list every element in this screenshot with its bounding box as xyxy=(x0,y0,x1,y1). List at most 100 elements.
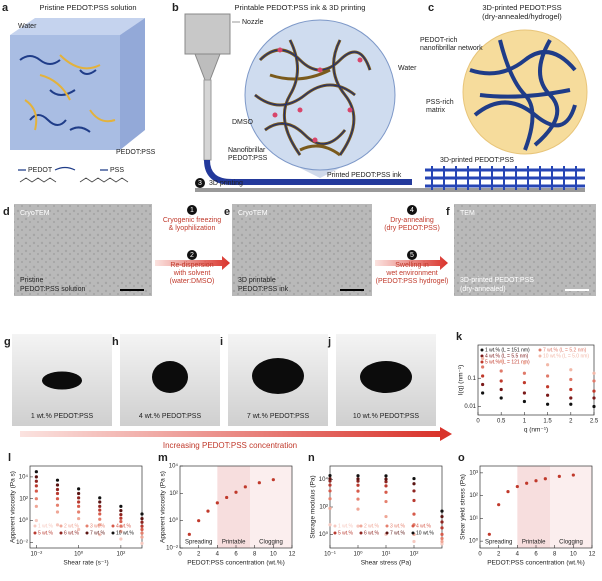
data-point xyxy=(98,504,102,508)
data-point xyxy=(592,396,596,400)
chart-m: m Spreading Printable Clogging 0 2 4 6 8 10 12 10⁻²… xyxy=(158,452,296,567)
data-point xyxy=(119,516,123,520)
step-number: 3 xyxy=(198,180,202,187)
region xyxy=(480,466,518,548)
data-point xyxy=(328,523,332,527)
data-point xyxy=(499,359,503,363)
legend-label: 2 wt.% xyxy=(364,523,380,529)
panel-a: a Pristine PEDOT:PSS solution Water PEDO… xyxy=(2,2,156,183)
x-tick-label: 4 xyxy=(216,552,220,558)
step-badge xyxy=(407,250,417,260)
data-point xyxy=(140,516,144,521)
data-point xyxy=(412,489,416,493)
data-point xyxy=(140,535,144,539)
lattice xyxy=(425,166,585,190)
label-pedot-pss: PEDOT:PSS xyxy=(116,149,156,156)
label-rich: nanofibrillar network xyxy=(420,45,483,52)
x-axis-label: Shear rate (s⁻¹) xyxy=(63,560,108,567)
panel-title: Pristine PEDOT:PSS solution xyxy=(39,3,136,12)
x-tick-label: 12 xyxy=(589,552,596,558)
pedot-network xyxy=(469,39,577,151)
data-point xyxy=(55,510,60,514)
data-point xyxy=(569,377,573,382)
data-point xyxy=(522,381,527,385)
data-point xyxy=(481,382,485,387)
data-point xyxy=(234,490,238,494)
data-point xyxy=(481,365,485,369)
legend-label: 10 wt.% (L = 5.0 nm) xyxy=(543,353,589,359)
data-point xyxy=(243,485,247,489)
data-point xyxy=(77,510,81,514)
panel-d: d CryoTEM Pristine PEDOT:PSS solution xyxy=(3,204,152,296)
data-point xyxy=(119,524,123,528)
step-number: 1 xyxy=(190,207,194,214)
nozzle-tip xyxy=(194,53,221,81)
panel-label: i xyxy=(220,336,223,348)
data-point xyxy=(412,482,416,486)
panel-label: b xyxy=(172,2,179,14)
micrograph xyxy=(232,204,372,296)
legend-label: 5 wt.% xyxy=(338,530,354,536)
data-point xyxy=(522,391,527,395)
x-axis-label: q (nm⁻¹) xyxy=(524,427,548,434)
x-tick-label: 0 xyxy=(476,419,480,425)
data-point xyxy=(119,529,123,534)
data-point xyxy=(499,387,503,392)
x-tick-label: 8 xyxy=(553,552,557,558)
data-point xyxy=(77,491,81,496)
data-point xyxy=(571,473,575,477)
data-point xyxy=(55,503,60,507)
image-caption: Pristine xyxy=(20,277,43,284)
step-text: (PEDOT:PSS hydrogel) xyxy=(376,278,449,285)
image-caption: (dry-annealed) xyxy=(460,286,506,293)
data-point xyxy=(440,532,444,536)
y-tick-label: 10⁻² xyxy=(166,546,178,552)
label-rich: PEDOT-rich xyxy=(420,37,457,44)
data-point xyxy=(328,506,332,510)
nozzle-body xyxy=(184,13,231,55)
data-point xyxy=(569,387,573,392)
legend-label: 2 wt.% xyxy=(64,523,80,529)
data-point xyxy=(440,539,444,544)
chart-n: n 10⁻¹ 10⁰ 10¹ 10² 10⁰ 10² 10⁴ Shear stress (Pa)… xyxy=(308,452,444,567)
x-tick-label: 8 xyxy=(253,552,257,558)
data-point xyxy=(356,524,360,528)
data-point xyxy=(98,508,102,512)
data-point xyxy=(481,374,485,378)
x-tick-label: 0 xyxy=(478,552,482,558)
data-point xyxy=(356,483,360,487)
region-label: Spreading xyxy=(485,540,512,546)
y-tick-label: 10³ xyxy=(469,470,478,476)
legend-label: 1 wt.% xyxy=(338,523,354,529)
y-tick-label: 10⁻² xyxy=(16,540,28,546)
region-label: Spreading xyxy=(185,540,212,546)
data-point xyxy=(257,481,261,485)
region-label: Printable xyxy=(522,540,546,546)
data-point xyxy=(506,490,510,494)
panel-title: 3D-printed PEDOT:PSS xyxy=(482,3,561,12)
legend-marker xyxy=(359,531,363,535)
x-tick-label: 6 xyxy=(534,552,538,558)
x-tick-label: 2 xyxy=(497,552,501,558)
step-text: Swelling in xyxy=(395,262,429,269)
data-point xyxy=(140,512,144,516)
step-number: 4 xyxy=(410,207,414,214)
legend-marker xyxy=(385,531,389,535)
legend-label: 1 wt.% xyxy=(38,523,54,529)
y-tick-label: 10² xyxy=(19,496,28,502)
data-point xyxy=(356,479,360,483)
x-tick-label: 10 xyxy=(270,552,277,558)
label-water: Water xyxy=(18,23,37,30)
y-tick-label: 10¹ xyxy=(469,516,478,522)
step-text: Cryogenic freezing xyxy=(163,217,221,224)
chart-o: o Spreading Printable Clogging 0 2 4 6 8 10 12 10⁰ 1… xyxy=(458,452,596,567)
region xyxy=(180,466,218,548)
data-point xyxy=(98,517,102,521)
panel-label: o xyxy=(458,452,465,464)
chart-k: k 0 0.5 1 1.5 2 2.5 0.01 0.1 q (nm⁻¹) I(q) (nm⁻¹) 1… xyxy=(456,331,599,434)
image-caption: 3D printable xyxy=(238,277,276,284)
panel-label: j xyxy=(327,336,331,348)
label-pss-rich: PSS-rich xyxy=(426,99,454,106)
x-tick-label: 10⁻¹ xyxy=(324,552,336,558)
data-point xyxy=(499,369,503,373)
